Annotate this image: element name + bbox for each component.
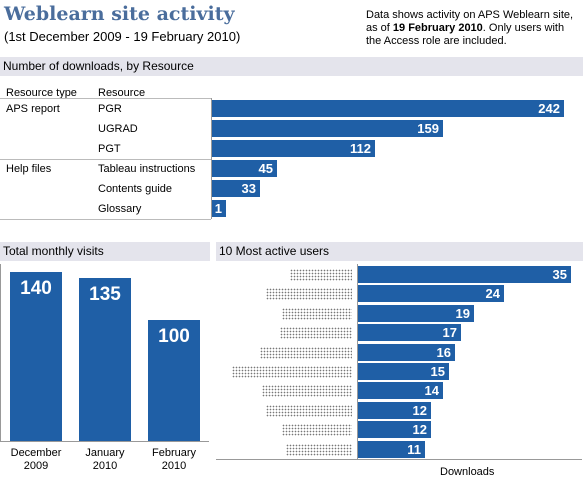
user-bar: 12 (358, 421, 431, 438)
download-bar: 112 (212, 140, 375, 157)
visits-bar: 140 (10, 272, 62, 441)
resource-label: Glossary (98, 203, 142, 215)
data-note: Data shows activity on APS Weblearn site… (366, 9, 581, 48)
user-bar: 14 (358, 382, 443, 399)
users-axis (357, 264, 358, 459)
visits-category-label: February 2010 (151, 447, 197, 472)
downloads-section-header: Number of downloads, by Resource (0, 57, 583, 76)
visits-bar: 135 (79, 278, 131, 441)
user-bar: 15 (358, 363, 449, 380)
user-bar: 12 (358, 402, 431, 419)
obscured-username (266, 288, 352, 300)
visits-category-label: December 2009 (10, 447, 62, 472)
download-bar: 159 (212, 120, 443, 137)
user-bar: 24 (358, 285, 504, 302)
resource-label: PGR (98, 103, 122, 115)
user-bar: 35 (358, 266, 571, 283)
resource-label: Tableau instructions (98, 163, 196, 175)
group-divider (0, 159, 211, 160)
header-divider (0, 98, 211, 99)
visits-category-label: January 2010 (85, 447, 125, 472)
obscured-username (280, 327, 352, 339)
user-bar: 16 (358, 344, 455, 361)
col-header-resource: Resource (98, 87, 146, 99)
obscured-username (260, 347, 352, 359)
downloads-axis (211, 98, 212, 219)
visits-plot-area (0, 264, 209, 442)
obscured-username (282, 424, 352, 436)
users-x-axis-title: Downloads (440, 466, 495, 478)
users-panel (216, 264, 582, 460)
data-note-prefix: Data shows activity on APS Weblearn site… (366, 9, 574, 34)
users-section-header: 10 Most active users (216, 242, 583, 261)
table-bottom-divider (0, 219, 211, 220)
obscured-username (286, 444, 352, 456)
col-header-resource-type: Resource type (6, 87, 77, 99)
visits-bar: 100 (148, 320, 200, 441)
download-bar: 1 (212, 200, 226, 217)
user-bar: 17 (358, 324, 461, 341)
obscured-username (282, 308, 352, 320)
page-subtitle: (1st December 2009 - 19 February 2010) (4, 29, 241, 44)
obscured-username (232, 366, 352, 378)
page-title: Weblearn site activity (4, 3, 235, 25)
user-bar: 11 (358, 441, 425, 458)
obscured-username (266, 405, 352, 417)
download-bar: 45 (212, 160, 277, 177)
user-bar: 19 (358, 305, 474, 322)
download-bar: 33 (212, 180, 260, 197)
visits-section-header: Total monthly visits (0, 242, 210, 261)
resource-label: Contents guide (98, 183, 172, 195)
data-note-date: 19 February 2010 (392, 22, 483, 34)
download-bar: 242 (212, 100, 564, 117)
data-note-suffix: . Only users with the Access role are in… (366, 22, 565, 47)
resource-label: UGRAD (98, 123, 138, 135)
resource-type-label: Help files (6, 163, 52, 175)
obscured-username (290, 269, 352, 281)
obscured-username (262, 385, 352, 397)
resource-type-label: APS report (6, 103, 60, 115)
resource-label: PGT (98, 143, 121, 155)
